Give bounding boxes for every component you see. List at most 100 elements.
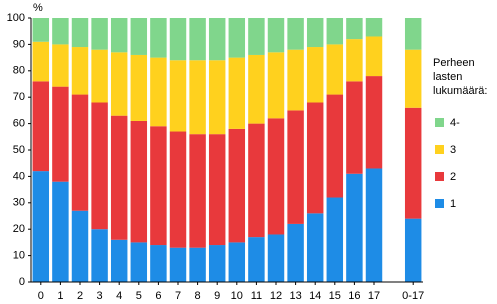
bar-segment — [287, 18, 304, 50]
bar-segment — [189, 247, 206, 282]
y-tick-label: 10 — [13, 250, 25, 262]
bar-segment — [130, 120, 148, 243]
bar-segment — [110, 52, 128, 116]
bar-segment — [169, 60, 187, 132]
bar-segment — [130, 242, 148, 282]
x-tick-label: 16 — [348, 290, 360, 302]
bar-segment — [287, 49, 304, 111]
bar-segment — [248, 123, 265, 238]
bar-segment — [71, 94, 89, 211]
x-tick-label: 12 — [270, 290, 282, 302]
legend-label: 1 — [450, 198, 456, 210]
x-tick-label: 7 — [175, 290, 181, 302]
bar-segment — [228, 18, 246, 58]
bar-segment — [150, 57, 167, 127]
bar-segment — [306, 18, 324, 48]
x-tick-label: 10 — [231, 290, 243, 302]
bar-segment — [326, 197, 344, 282]
x-tick-label: 0 — [38, 290, 44, 302]
bar-segment — [110, 18, 128, 53]
bar-segment — [306, 102, 324, 214]
bar-segment — [365, 168, 383, 282]
bar-segment — [248, 54, 265, 124]
legend-label: 2 — [450, 171, 456, 183]
bar-segment — [326, 18, 344, 45]
bar-segment — [52, 18, 69, 45]
y-tick-label: 40 — [13, 170, 25, 182]
x-tick-label: 1 — [57, 290, 63, 302]
x-tick-label: 13 — [289, 290, 301, 302]
y-tick-label: 0 — [19, 276, 25, 288]
bar-segment — [32, 41, 50, 82]
bar-segment — [130, 18, 148, 55]
bar-segment — [306, 213, 324, 282]
bar-segment — [346, 173, 363, 282]
legend-label: 4- — [450, 117, 460, 129]
bar-segment — [248, 18, 265, 55]
y-tick-label: 30 — [13, 197, 25, 209]
bar-segment — [365, 18, 383, 37]
bar-segment — [150, 245, 167, 282]
bar-segment — [169, 247, 187, 282]
bar-segment — [346, 81, 363, 174]
bar-segment — [71, 47, 89, 95]
bar-segment — [169, 18, 187, 61]
bar-segment — [169, 131, 187, 248]
x-tick-label: 3 — [97, 290, 103, 302]
bar-segment — [306, 47, 324, 103]
y-tick-label: 60 — [13, 118, 25, 130]
y-tick-label: 90 — [13, 38, 25, 50]
bar-segment — [91, 18, 108, 50]
bar-segment — [208, 18, 226, 61]
bar-segment — [91, 102, 108, 230]
bar-segment — [71, 18, 89, 48]
bar-segment — [326, 44, 344, 95]
bar-segment — [228, 57, 246, 129]
bar-segment — [208, 134, 226, 246]
bar-segment — [52, 44, 69, 87]
bar-segment — [287, 223, 304, 282]
bar-segment — [326, 94, 344, 198]
x-tick-label: 9 — [214, 290, 220, 302]
bar-segment — [150, 18, 167, 58]
bar-segment — [267, 118, 285, 235]
bar-segment — [346, 39, 363, 82]
bar-segment — [404, 18, 422, 50]
x-tick-label: 6 — [155, 290, 161, 302]
legend-swatch — [435, 172, 444, 181]
x-tick-label: 17 — [368, 290, 380, 302]
bar-segment — [365, 76, 383, 169]
bar-segment — [404, 49, 422, 108]
bar-segment — [32, 18, 50, 42]
bar-segment — [189, 134, 206, 248]
x-tick-label: 15 — [329, 290, 341, 302]
bar-segment — [71, 210, 89, 282]
bar-segment — [287, 110, 304, 224]
bar-segment — [130, 54, 148, 121]
bar-segment — [208, 245, 226, 282]
bar-segment — [248, 237, 265, 282]
bar-segment — [189, 18, 206, 61]
bar-segment — [208, 60, 226, 135]
legend-title: Perheen lasten lukumäärä: — [433, 57, 488, 97]
y-tick-label: 20 — [13, 223, 25, 235]
legend-swatch — [435, 199, 444, 208]
bar-segment — [228, 242, 246, 282]
y-tick-label: 50 — [13, 144, 25, 156]
bar-segment — [32, 81, 50, 172]
x-tick-label: 0-17 — [402, 290, 424, 302]
x-tick-label: 2 — [77, 290, 83, 302]
bar-segment — [32, 171, 50, 282]
y-tick-label: 80 — [13, 65, 25, 77]
bar-segment — [267, 234, 285, 282]
x-tick-label: 14 — [309, 290, 321, 302]
legend-label: 3 — [450, 144, 456, 156]
x-tick-label: 4 — [116, 290, 122, 302]
bar-segment — [110, 115, 128, 240]
bar-segment — [267, 18, 285, 53]
legend-swatch — [435, 118, 444, 127]
y-tick-label: 100 — [7, 12, 25, 24]
bar-segment — [404, 218, 422, 282]
